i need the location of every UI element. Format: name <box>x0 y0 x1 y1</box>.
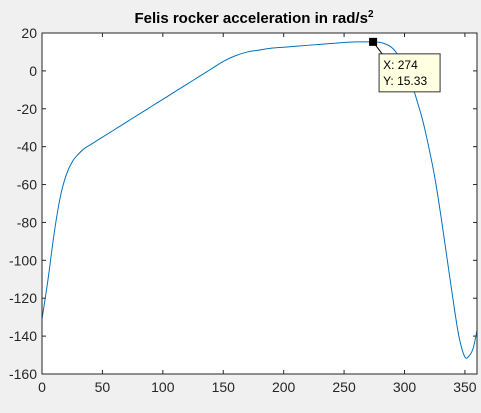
y-tick-label: -20 <box>17 101 37 117</box>
y-tick-label: -40 <box>17 139 37 155</box>
datatip-box[interactable]: X: 274 Y: 15.33 <box>372 41 441 93</box>
y-tick-label: -60 <box>17 177 37 193</box>
x-tick-label: 50 <box>95 379 111 395</box>
y-tick-label: -100 <box>9 252 37 268</box>
x-tick-label: 200 <box>272 379 296 395</box>
y-tick-label: 0 <box>29 63 37 79</box>
chart-title: Felis rocker acceleration in rad/s2 <box>134 9 373 27</box>
chart-title-superscript: 2 <box>368 9 374 20</box>
y-tick-label: 20 <box>21 25 37 41</box>
y-tick-label: -160 <box>9 366 37 382</box>
axes-frame <box>41 32 478 375</box>
y-tick-label: -80 <box>17 214 37 230</box>
series-line <box>41 41 478 359</box>
x-tick-label: 150 <box>212 379 236 395</box>
axis-tick-labels: 0 50 100 150 200 250 300 350200-20-40-60-80-100… <box>9 25 477 395</box>
datatip-x-text: X: 274 <box>383 58 418 72</box>
datatip-y-text: Y: 15.33 <box>383 74 427 88</box>
datatip-pointer <box>372 41 383 55</box>
x-tick-label: 100 <box>151 379 175 395</box>
x-tick-label: 300 <box>393 379 417 395</box>
x-tick-label: 0 <box>38 379 46 395</box>
x-tick-label: 350 <box>453 379 477 395</box>
y-tick-label: -140 <box>9 328 37 344</box>
y-tick-label: -120 <box>9 290 37 306</box>
datatip-background <box>378 53 441 93</box>
x-tick-label: 250 <box>332 379 356 395</box>
